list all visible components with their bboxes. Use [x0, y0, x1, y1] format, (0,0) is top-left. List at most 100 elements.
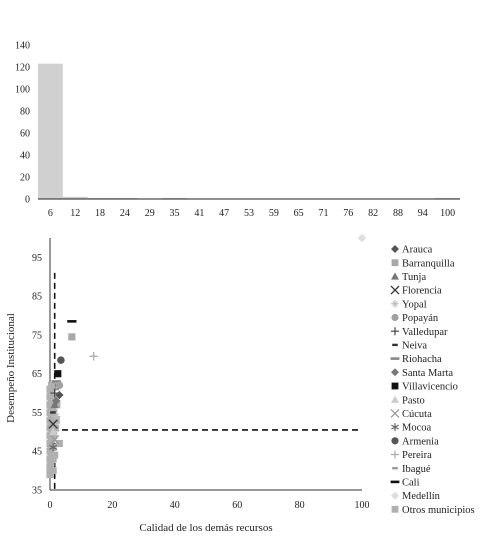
scatter-point: [47, 459, 55, 467]
scatter-point: [49, 443, 58, 452]
legend-label: Yopal: [402, 299, 427, 310]
histogram-x-tick-label: 6: [48, 208, 53, 219]
legend-marker: [391, 491, 399, 500]
histogram-x-tick-label: 35: [170, 208, 180, 219]
legend-label: Popayán: [402, 313, 439, 324]
scatter-y-tick-label: 55: [32, 408, 42, 419]
histogram-bar: [112, 197, 138, 199]
histogram-y-tick-label: 80: [20, 107, 30, 118]
scatter-x-tick-label: 0: [48, 500, 53, 511]
scatter-point: [51, 380, 61, 383]
legend-label: Florencia: [402, 286, 442, 297]
scatter-point: [50, 411, 57, 414]
scatter-point: [46, 447, 54, 455]
scatter-point: [52, 412, 61, 421]
scatter-y-tick-label: 95: [32, 253, 42, 264]
histogram-x-tick-label: 65: [294, 208, 304, 219]
histogram-y-tick-label: 20: [20, 173, 30, 184]
scatter-points: [46, 233, 367, 479]
scatter-point: [67, 320, 77, 323]
scatter-legend: Arauca Barranquilla Tunja Florencia Yopal Pop…: [390, 245, 475, 516]
scatter-point: [48, 405, 57, 413]
scatter-point: [46, 463, 54, 471]
scatter-point: [47, 381, 56, 389]
legend-marker: [391, 327, 399, 336]
histogram-x-tick-label: 100: [440, 208, 455, 219]
scatter-point: [54, 370, 62, 378]
histogram-bar: [62, 196, 88, 199]
scatter-point: [49, 467, 57, 475]
scatter-point: [46, 408, 54, 417]
legend-marker: [392, 467, 398, 470]
histogram-x-tick-label: 71: [318, 208, 328, 219]
legend-marker: [391, 423, 399, 432]
legend-label: Medellín: [402, 491, 441, 502]
scatter-point: [47, 412, 56, 420]
scatter-point: [46, 385, 54, 393]
histogram-x-tick-label: 29: [145, 208, 155, 219]
scatter-y-tick-label: 35: [32, 486, 42, 497]
histogram-x-tick-label: 47: [219, 208, 229, 219]
histogram-x-tick-label: 82: [368, 208, 378, 219]
legend-label: Tunja: [402, 272, 426, 283]
legend-label: Barranquilla: [402, 258, 455, 269]
scatter-point: [357, 233, 367, 243]
scatter-point: [57, 356, 65, 364]
scatter-x-tick-label: 60: [232, 500, 242, 511]
legend-marker: [391, 245, 399, 253]
scatter-point: [50, 434, 60, 445]
histogram-x-tick-label: 53: [244, 208, 254, 219]
scatter-point: [46, 432, 54, 440]
legend-marker: [390, 408, 400, 418]
histogram-bar: [435, 197, 460, 199]
scatter-point: [46, 401, 54, 409]
scatter-y-tick-label: 75: [32, 330, 42, 341]
histogram-x-tick-label: 59: [269, 208, 279, 219]
legend-label: Mocoa: [402, 423, 431, 434]
legend-marker: [391, 368, 399, 377]
legend-label: Otros municipios: [402, 505, 475, 516]
histogram-x-tick-label: 12: [70, 208, 80, 219]
scatter-x-tick-label: 100: [355, 500, 370, 511]
legend-marker: [391, 382, 399, 390]
legend-marker: [391, 299, 399, 308]
scatter-y-tick-label: 45: [32, 447, 42, 458]
histogram-chart: 0 20 40 60 80 100 120 140 6 12 18 24 29 35 41 47 53 59 65 7…: [15, 41, 460, 219]
legend-label: Riohacha: [402, 354, 442, 365]
scatter-point: [53, 388, 60, 391]
scatter-point: [46, 470, 54, 479]
scatter-x-axis-label: Calidad de los demás recursos: [139, 522, 272, 534]
histogram-bar: [38, 63, 63, 200]
scatter-point: [49, 455, 57, 463]
scatter-point: [50, 400, 59, 409]
histogram-y-tick-label: 120: [15, 63, 30, 74]
legend-marker: [392, 343, 398, 347]
legend-marker: [390, 285, 400, 295]
legend-label: Arauca: [402, 245, 433, 256]
scatter-point: [46, 393, 54, 401]
legend-marker: [391, 259, 399, 267]
scatter-y-tick-label: 65: [32, 369, 42, 380]
scatter-point: [55, 439, 63, 448]
histogram-y-tick-label: 100: [15, 85, 30, 96]
legend-label: Cúcuta: [402, 409, 432, 420]
legend-label: Ibagué: [402, 464, 431, 475]
scatter-point: [55, 390, 64, 400]
legend-label: Villavicencio: [402, 382, 458, 393]
histogram-y-tick-label: 0: [25, 195, 30, 206]
histogram-x-tick-label: 94: [418, 208, 428, 219]
legend-marker: [391, 437, 399, 445]
scatter-point: [55, 381, 64, 390]
legend-marker: [391, 395, 399, 403]
histogram-bar: [162, 197, 187, 199]
histogram-y-tick-label: 40: [20, 151, 30, 162]
legend-marker: [391, 505, 399, 513]
histogram-bar: [87, 197, 113, 199]
legend-label: Cali: [402, 478, 420, 489]
scatter-point: [50, 432, 58, 440]
legend-marker: [391, 450, 399, 459]
histogram-x-tick-label: 24: [120, 208, 130, 219]
scatter-x-tick-label: 20: [107, 500, 117, 511]
legend-marker: [390, 480, 400, 484]
